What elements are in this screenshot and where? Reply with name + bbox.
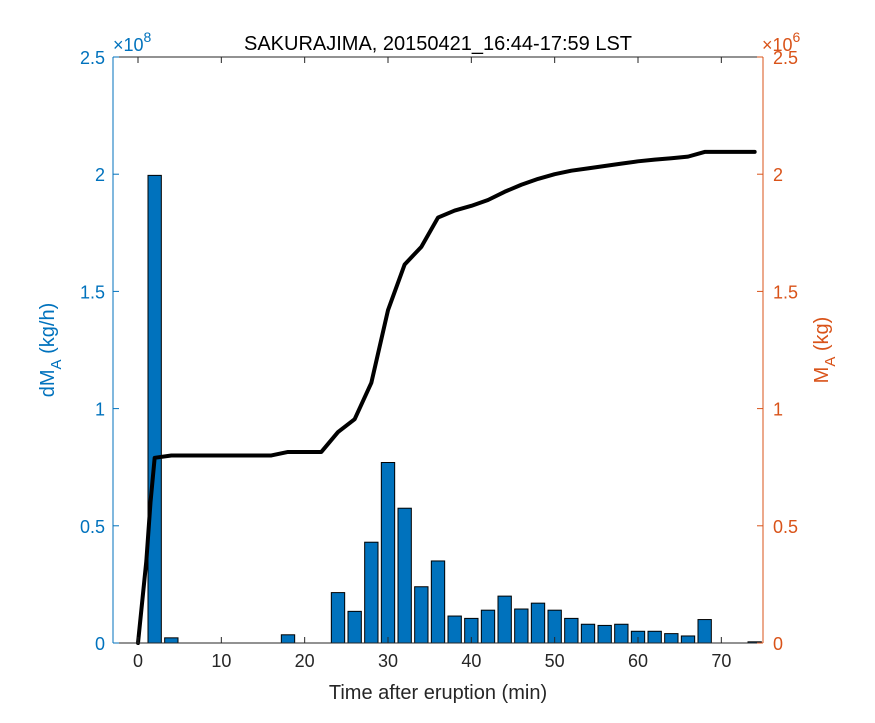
- bar: [647, 630, 662, 644]
- x-tick-label: 50: [545, 651, 565, 671]
- bar: [280, 634, 296, 644]
- x-tick-label: 20: [295, 651, 315, 671]
- chart-title: SAKURAJIMA, 20150421_16:44-17:59 LST: [244, 33, 632, 55]
- right-exponent-base: ×10: [762, 35, 793, 55]
- bar: [514, 608, 529, 644]
- bar: [147, 174, 162, 644]
- right-axis-exponent: ×106: [762, 29, 801, 55]
- left-y-label-main: dM: [37, 369, 59, 397]
- bar: [480, 609, 496, 644]
- right-y-tick-label: 2.5: [773, 48, 798, 68]
- bar: [447, 615, 462, 644]
- line-series: [136, 149, 757, 645]
- left-y-tick-label: 2.5: [80, 48, 105, 68]
- right-y-tick-label: 1.5: [773, 282, 798, 302]
- labels: SAKURAJIMA, 20150421_16:44-17:59 LST Tim…: [37, 29, 839, 704]
- bar: [164, 637, 179, 644]
- bar: [497, 595, 512, 644]
- right-y-tick-label: 0.5: [773, 517, 798, 537]
- cumulative-mass-line: [136, 149, 757, 645]
- x-tick-label: 30: [378, 651, 398, 671]
- right-y-label-main: M: [811, 367, 833, 384]
- bar: [380, 462, 396, 644]
- right-y-tick-label: 1: [773, 400, 783, 420]
- bar: [597, 624, 612, 644]
- bar: [697, 619, 712, 644]
- x-axis-label: Time after eruption (min): [329, 682, 547, 704]
- left-y-tick-label: 0: [95, 634, 105, 654]
- right-y-axis-label: MA (kg): [811, 317, 839, 384]
- right-y-label-sub: A: [822, 357, 839, 367]
- left-y-label-unit: (kg/h): [37, 303, 59, 360]
- bar: [430, 560, 446, 644]
- left-axis-exponent: ×108: [113, 29, 152, 55]
- left-y-tick-label: 2: [95, 165, 105, 185]
- left-y-tick-label: 1: [95, 400, 105, 420]
- right-y-tick-label: 2: [773, 165, 783, 185]
- x-tick-label: 0: [133, 651, 143, 671]
- x-tick-label: 40: [461, 651, 481, 671]
- bar: [414, 586, 429, 644]
- x-tick-label: 60: [628, 651, 648, 671]
- bar: [580, 623, 596, 644]
- left-exponent-power: 8: [144, 29, 152, 45]
- bar-series: [147, 174, 762, 644]
- bar: [564, 617, 579, 644]
- bar: [664, 633, 679, 644]
- right-y-tick-label: 0: [773, 634, 783, 654]
- left-exponent-base: ×10: [113, 35, 144, 55]
- left-y-axis-label: dMA (kg/h): [37, 303, 65, 398]
- right-exponent-power: 6: [793, 29, 801, 45]
- left-y-tick-label: 0.5: [80, 517, 105, 537]
- bar: [330, 592, 346, 644]
- left-y-tick-label: 1.5: [80, 282, 105, 302]
- bar: [614, 623, 629, 644]
- bar: [397, 507, 412, 644]
- bar: [347, 610, 362, 644]
- bar: [530, 602, 546, 644]
- x-tick-label: 10: [211, 651, 231, 671]
- left-y-label-sub: A: [48, 359, 65, 369]
- axes: 0 10 20 30 40 50 60 70 0 0 0.5 0.5 1 1 1.5 1.5 2 2 2.5 2.5: [80, 48, 798, 671]
- bar: [680, 635, 696, 644]
- bar: [364, 541, 379, 644]
- x-tick-label: 70: [711, 651, 731, 671]
- right-y-label-unit: (kg): [811, 317, 833, 357]
